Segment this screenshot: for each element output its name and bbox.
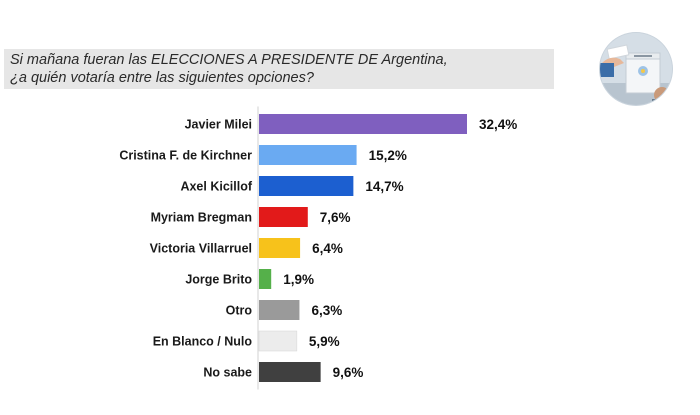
bar	[259, 114, 467, 134]
category-label: Axel Kicillof	[180, 180, 252, 194]
category-label: No sabe	[203, 366, 252, 380]
category-label: Javier Milei	[185, 118, 252, 132]
data-label: 6,4%	[312, 241, 343, 256]
bar	[259, 145, 357, 165]
data-label: 15,2%	[369, 148, 407, 163]
bar	[259, 300, 300, 320]
data-label: 1,9%	[283, 272, 314, 287]
data-label: 32,4%	[479, 117, 517, 132]
bar	[259, 269, 272, 289]
category-label: Otro	[226, 304, 253, 318]
ballot-box-icon	[600, 33, 672, 105]
bar	[258, 330, 298, 352]
question-line-2: ¿a quién votaría entre las siguientes op…	[10, 70, 314, 86]
category-label: Victoria Villarruel	[150, 242, 252, 256]
question-box: Si mañana fueran las ELECCIONES A PRESID…	[4, 49, 554, 89]
category-label: En Blanco / Nulo	[153, 335, 253, 349]
category-label: Jorge Brito	[185, 273, 252, 287]
data-label: 14,7%	[365, 179, 403, 194]
data-label: 9,6%	[333, 365, 364, 380]
data-label: 6,3%	[311, 303, 342, 318]
bar	[259, 207, 308, 227]
bar	[259, 176, 354, 196]
data-label: 7,6%	[320, 210, 351, 225]
question-line-1: Si mañana fueran las ELECCIONES A PRESID…	[10, 52, 448, 68]
data-label: 5,9%	[309, 334, 340, 349]
category-label: Cristina F. de Kirchner	[119, 149, 252, 163]
bar	[259, 238, 301, 258]
category-label: Myriam Bregman	[151, 211, 252, 225]
bar	[259, 362, 321, 382]
